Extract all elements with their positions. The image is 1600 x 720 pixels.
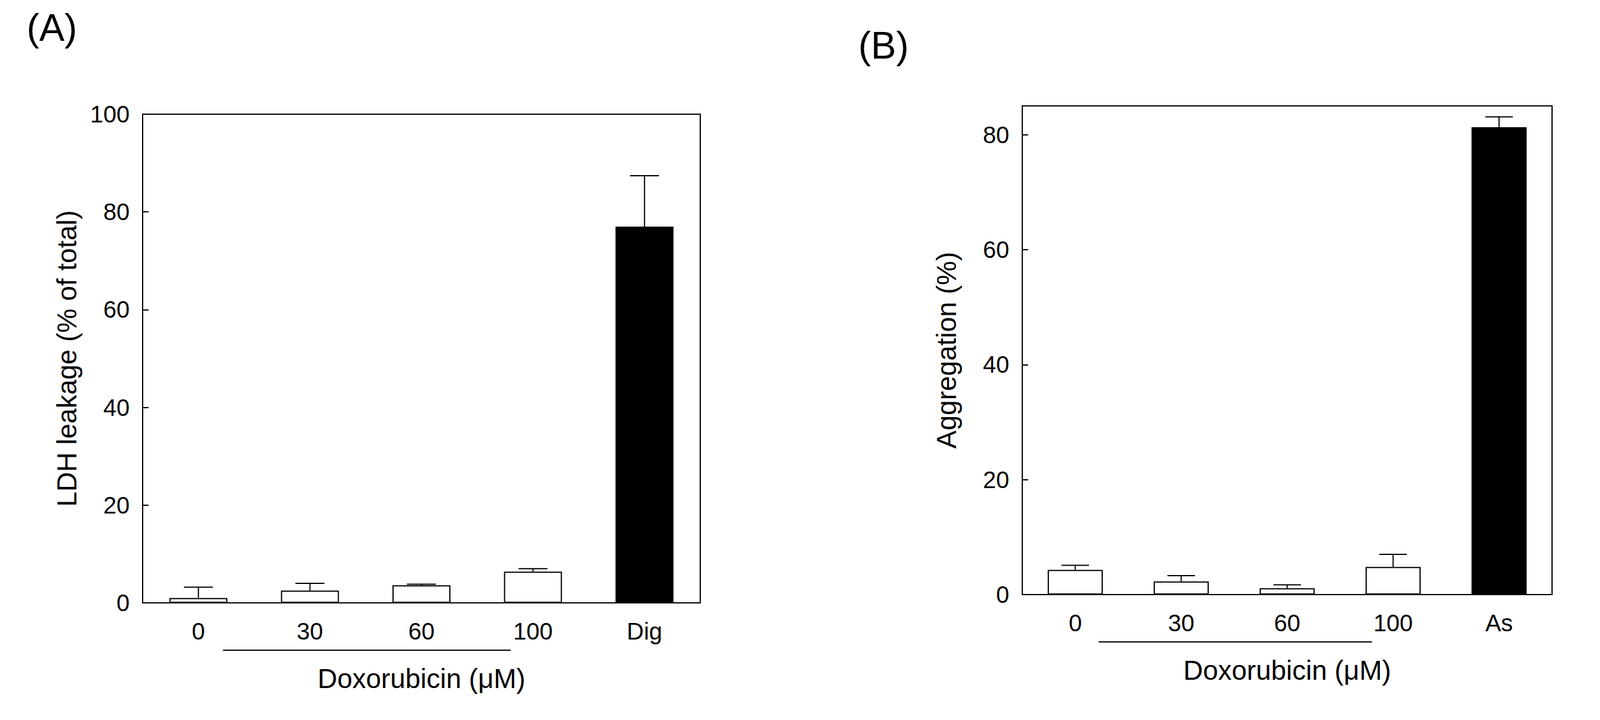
svg-text:40: 40 <box>983 351 1010 378</box>
svg-text:20: 20 <box>983 467 1010 494</box>
svg-text:0: 0 <box>1068 610 1082 637</box>
svg-text:Aggregation (%): Aggregation (%) <box>931 252 962 449</box>
svg-text:60: 60 <box>103 296 131 323</box>
svg-text:0: 0 <box>116 590 130 617</box>
svg-text:LDH leakage (% of total): LDH leakage (% of total) <box>51 210 83 507</box>
svg-text:40: 40 <box>103 394 131 421</box>
svg-text:30: 30 <box>1167 610 1195 637</box>
svg-text:0: 0 <box>191 618 205 645</box>
svg-text:60: 60 <box>408 618 436 645</box>
svg-text:Dig: Dig <box>626 618 663 645</box>
svg-text:As: As <box>1485 610 1513 637</box>
svg-text:(B): (B) <box>858 24 909 67</box>
svg-text:100: 100 <box>89 101 130 128</box>
svg-text:(A): (A) <box>26 6 77 50</box>
svg-text:60: 60 <box>1273 610 1301 637</box>
svg-text:Doxorubicin (μM): Doxorubicin (μM) <box>317 663 526 695</box>
svg-text:100: 100 <box>513 618 553 645</box>
svg-text:100: 100 <box>1373 610 1413 637</box>
svg-text:Doxorubicin (μM): Doxorubicin (μM) <box>1183 655 1392 687</box>
svg-text:20: 20 <box>103 492 131 519</box>
svg-text:80: 80 <box>103 198 131 225</box>
svg-text:30: 30 <box>296 618 324 645</box>
svg-text:0: 0 <box>996 581 1010 608</box>
svg-text:60: 60 <box>983 236 1010 263</box>
svg-text:80: 80 <box>983 121 1010 148</box>
